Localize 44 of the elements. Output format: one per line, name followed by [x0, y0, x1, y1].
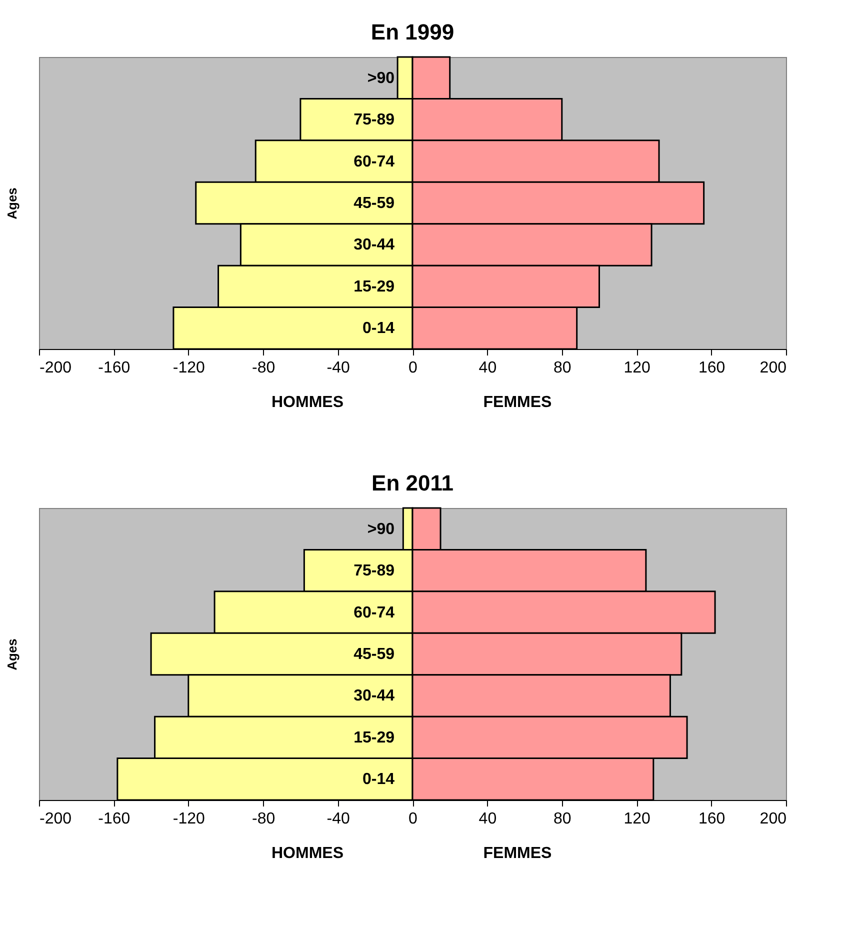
- x-tick-label: 200: [760, 360, 787, 376]
- text: FEMMES: [483, 394, 552, 411]
- x-tick-label: 0: [408, 360, 418, 376]
- x-tick-label: -160: [98, 360, 130, 376]
- x-tick-label: 40: [478, 810, 497, 828]
- y-tick-label: 75-89: [354, 112, 395, 129]
- y-tick-label: 60-74: [354, 604, 395, 622]
- text: FEMMES: [483, 845, 552, 862]
- y-tick-label: 30-44: [354, 688, 395, 705]
- y-tick-label: 0-14: [362, 771, 395, 788]
- x-tick-label: -40: [326, 810, 350, 828]
- text: HOMMES: [272, 394, 344, 411]
- x-tick-label: 80: [554, 810, 572, 828]
- y-tick-label: >90: [367, 70, 395, 87]
- y-tick-label: 15-29: [354, 729, 395, 746]
- y-axis-title: Ages: [4, 638, 20, 670]
- y-tick-label: 45-59: [354, 195, 395, 212]
- y-tick-label: 15-29: [354, 278, 395, 296]
- y-tick-label: >90: [367, 520, 395, 538]
- text: HOMMES: [272, 845, 344, 862]
- x-tick-label: -120: [172, 360, 206, 376]
- x-tick-label: -160: [98, 810, 130, 828]
- x-tick-label: -200: [40, 360, 72, 376]
- x-tick-label: 120: [624, 360, 651, 376]
- x-tick-label: -40: [326, 360, 350, 376]
- x-tick-label: 40: [478, 360, 497, 376]
- x-tick-label: -120: [172, 810, 206, 828]
- chart-title: En 1999: [370, 19, 454, 44]
- y-tick-label: 75-89: [354, 562, 395, 580]
- x-tick-label: 120: [624, 810, 651, 828]
- x-tick-label: 80: [554, 360, 572, 376]
- x-tick-label: 0: [408, 810, 418, 828]
- y-tick-label: 60-74: [354, 153, 395, 170]
- y-axis-title: Ages: [4, 188, 20, 220]
- x-tick-label: -200: [40, 810, 72, 828]
- chart-title: En 2011: [372, 470, 454, 496]
- x-tick-label: -80: [252, 810, 276, 828]
- x-tick-label: 160: [698, 360, 726, 376]
- x-tick-label: -80: [252, 360, 276, 376]
- y-tick-label: 45-59: [354, 646, 395, 663]
- y-tick-label: 0-14: [362, 320, 395, 338]
- y-tick-label: 30-44: [354, 236, 395, 254]
- x-tick-label: 200: [760, 810, 787, 828]
- x-tick-label: 160: [698, 810, 726, 828]
